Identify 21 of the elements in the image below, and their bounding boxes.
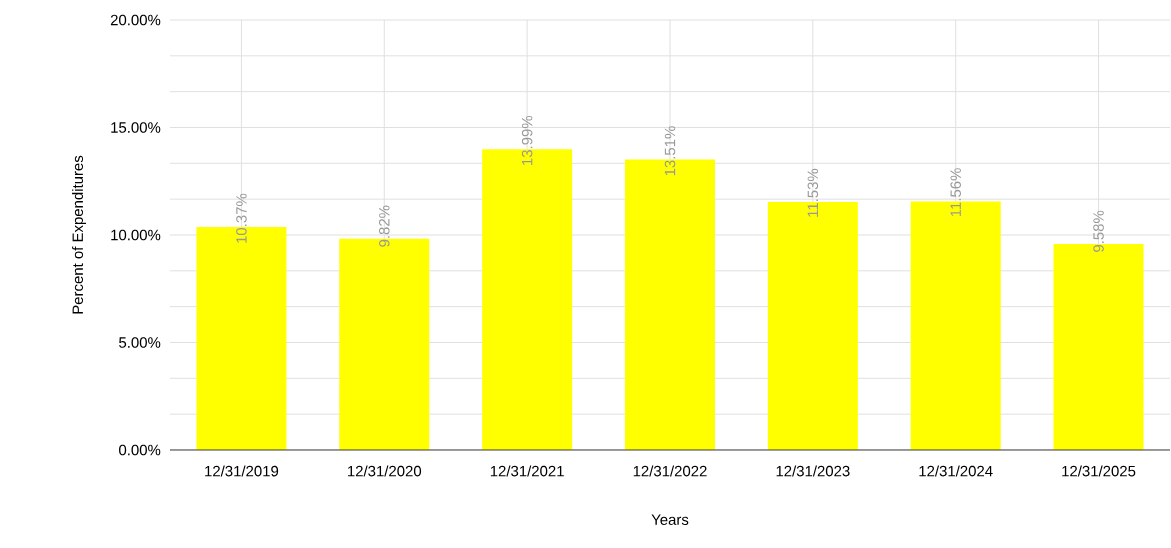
data-label: 11.53% xyxy=(807,168,819,217)
x-tick-label: 12/31/2020 xyxy=(348,465,422,477)
x-tick-label: 12/31/2025 xyxy=(1062,465,1136,477)
data-label: 11.56% xyxy=(950,168,961,217)
data-label: 9.82% xyxy=(378,205,390,247)
data-label: 10.37% xyxy=(236,193,247,243)
x-tick-label: 12/31/2024 xyxy=(919,465,993,477)
y-tick-label: 0.00% xyxy=(119,444,161,456)
x-tick-label: 12/31/2019 xyxy=(205,465,279,477)
data-label: 13.99% xyxy=(521,115,533,165)
x-tick-label: 12/31/2023 xyxy=(776,465,850,477)
x-tick-label: 12/31/2021 xyxy=(490,465,564,477)
data-label: 13.51% xyxy=(664,126,676,176)
x-tick-label: 12/31/2022 xyxy=(633,465,707,477)
data-label: 9.58% xyxy=(1093,210,1104,252)
x-axis-title: Years xyxy=(651,514,689,525)
y-tick-label: 20.00% xyxy=(110,14,161,26)
y-tick-label: 10.00% xyxy=(111,229,161,241)
y-axis-title: Percent of Expenditures xyxy=(72,155,86,314)
y-tick-label: 15.00% xyxy=(111,122,161,133)
y-tick-label: 5.00% xyxy=(119,337,161,348)
